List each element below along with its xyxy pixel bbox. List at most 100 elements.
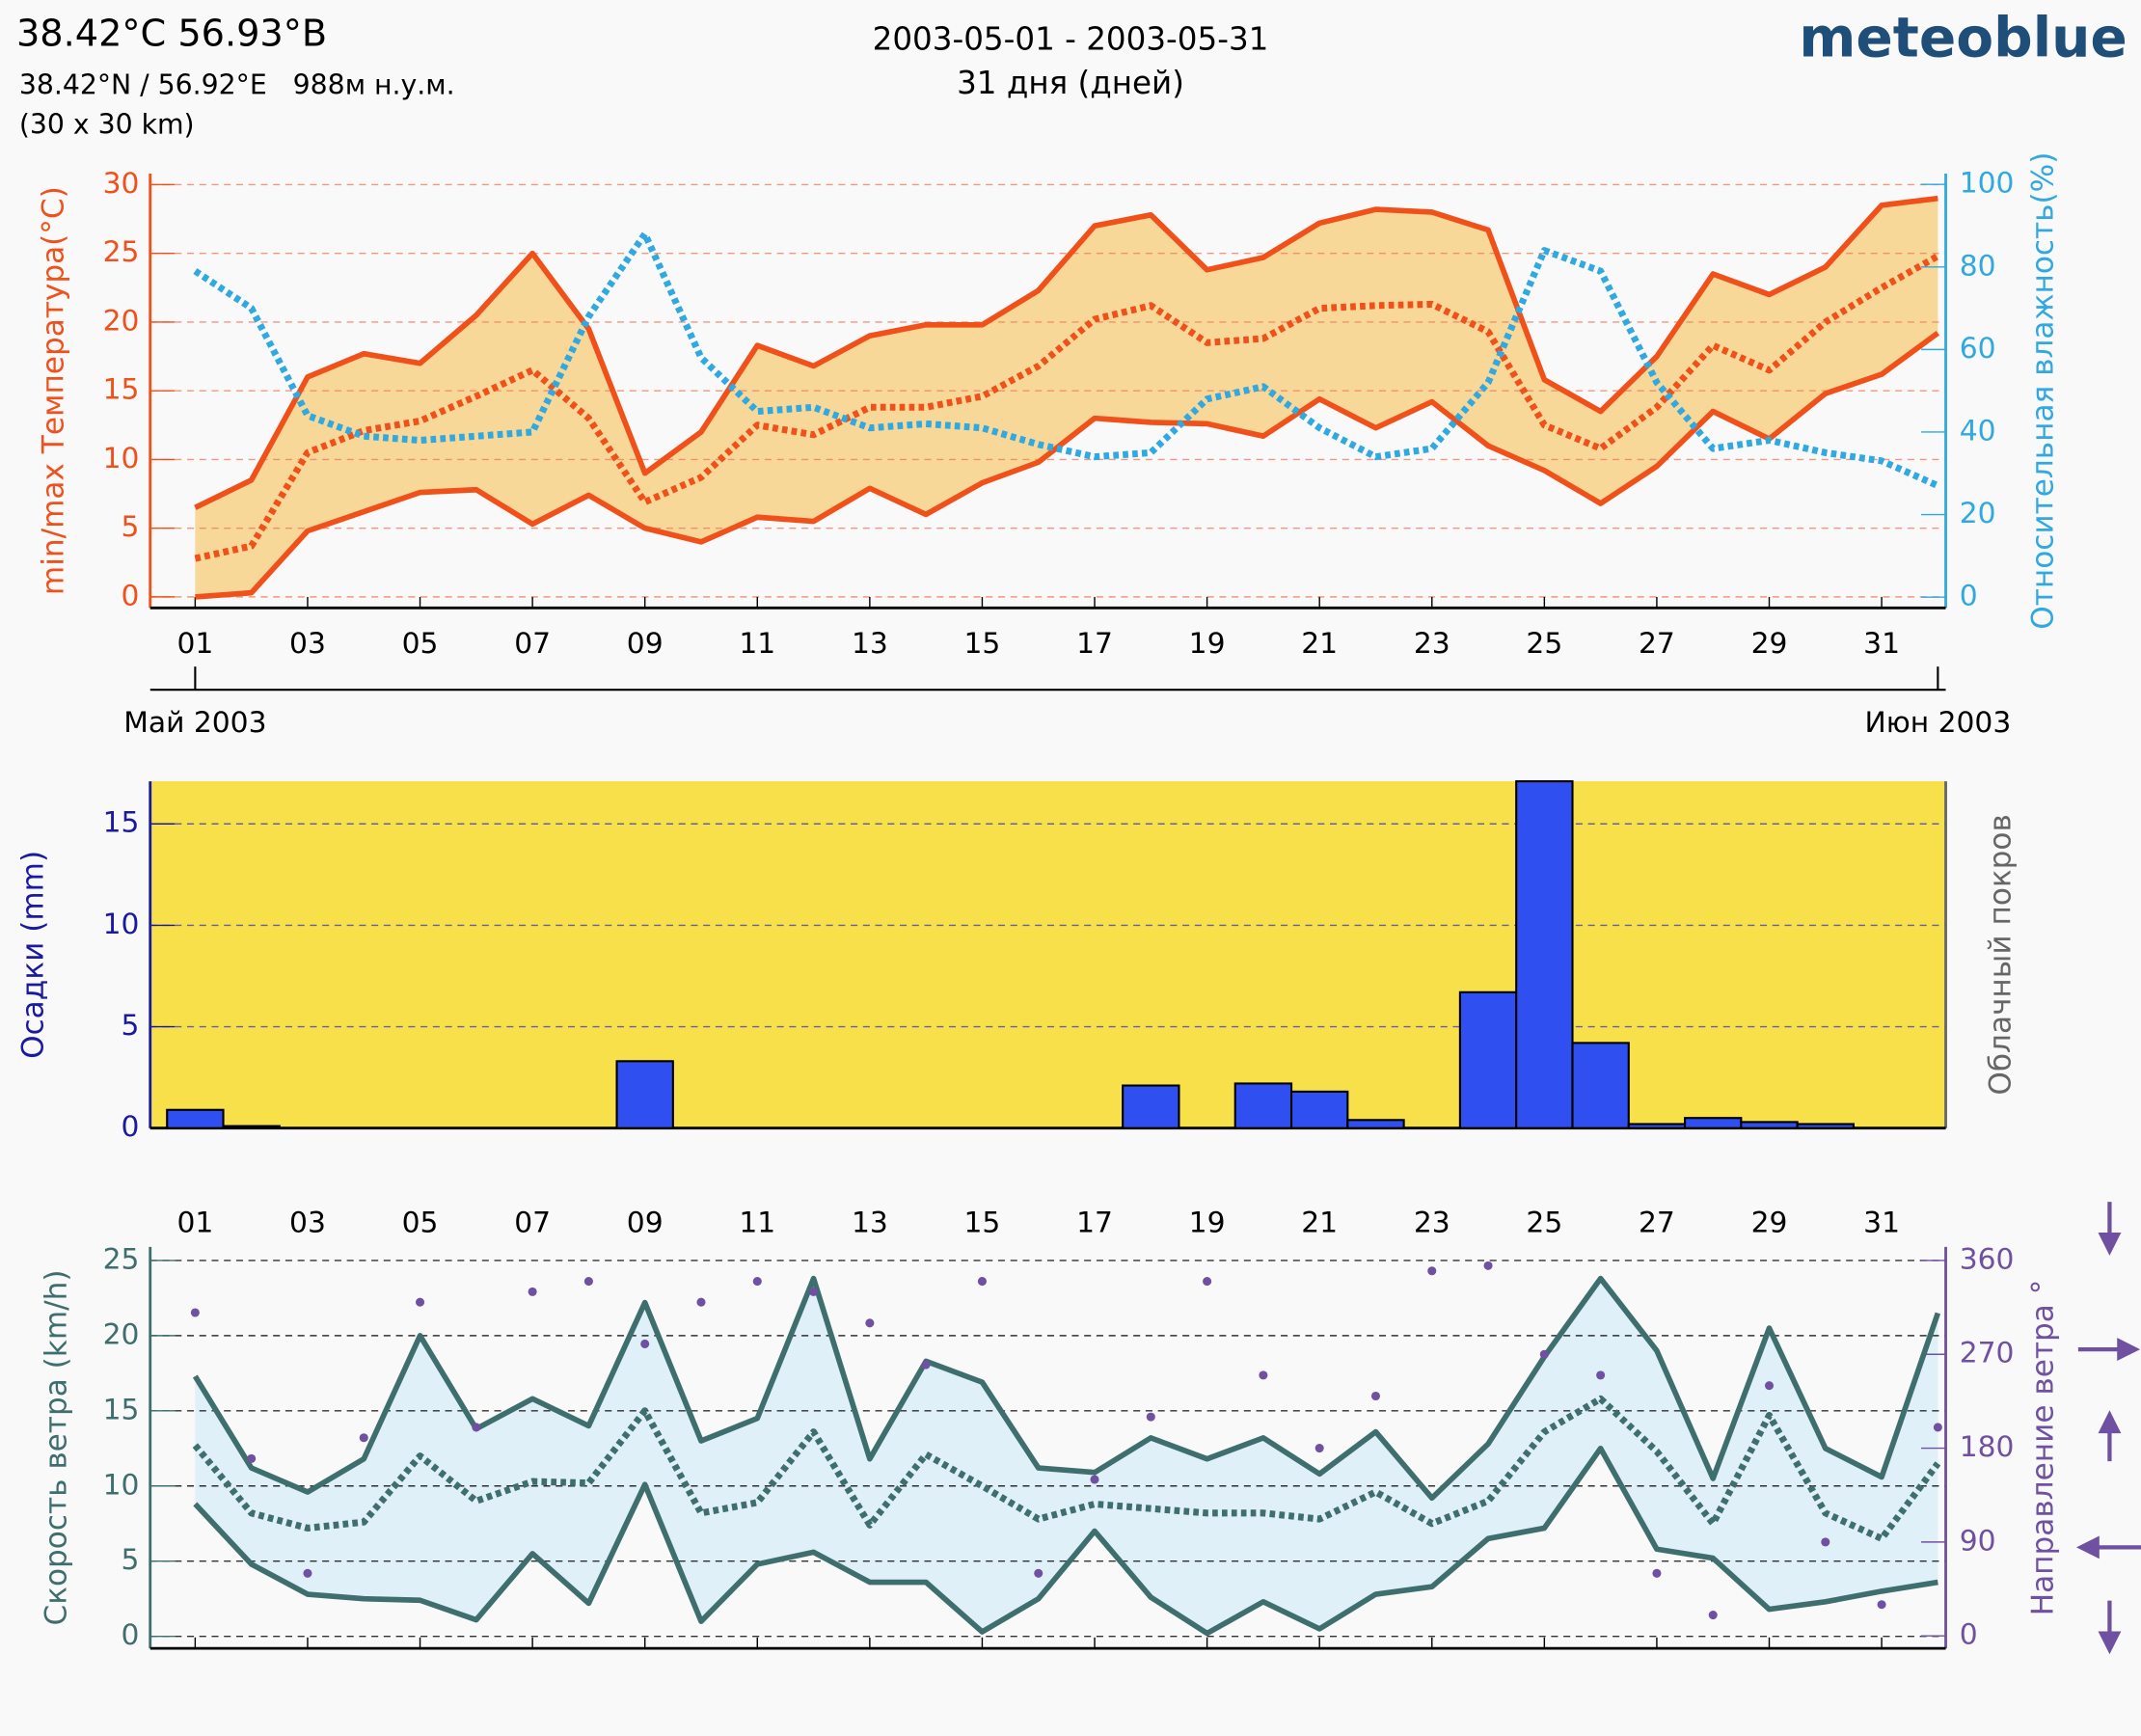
y-tick-label: 25 [103, 1242, 140, 1276]
x-tick-label: 11 [739, 627, 775, 661]
direction-dot [583, 1277, 593, 1287]
y2-tick-label: 0 [1960, 1618, 1978, 1652]
x-tick-label: 11 [739, 1206, 775, 1239]
range-band [195, 198, 1938, 597]
y-axis-title: Осадки (mm) [15, 851, 50, 1059]
direction-dot [472, 1423, 481, 1432]
y-tick-label: 15 [103, 1393, 140, 1426]
bar [1684, 1117, 1743, 1129]
bar [1122, 1084, 1180, 1129]
direction-dot [303, 1568, 312, 1578]
y-tick-label: 15 [103, 373, 140, 407]
direction-dot [1539, 1349, 1549, 1359]
series-line [195, 331, 1940, 600]
x-tick-label: 01 [176, 1206, 213, 1239]
x-tick-label: 17 [1076, 627, 1113, 661]
y-tick-label: 20 [103, 1317, 140, 1351]
bar [1627, 1123, 1687, 1129]
direction-dot [1933, 1423, 1942, 1432]
y-tick-label: 30 [103, 167, 140, 201]
x-tick-label: 17 [1076, 1206, 1113, 1239]
x-tick-label: 23 [1414, 627, 1450, 661]
y-tick-label: 0 [121, 1110, 139, 1144]
x-tick-label: 09 [627, 1206, 664, 1239]
direction-dot [359, 1433, 368, 1443]
y2-tick-label: 20 [1960, 497, 1996, 530]
direction-dot [190, 1308, 200, 1317]
x-tick-label: 13 [852, 627, 888, 661]
direction-dot [1821, 1537, 1830, 1547]
direction-dot [1483, 1261, 1493, 1270]
y-tick-label: 15 [103, 806, 140, 840]
bar [1346, 1119, 1405, 1129]
y2-tick-label: 60 [1960, 332, 1996, 366]
direction-dot [1034, 1568, 1043, 1578]
x-tick-label: 07 [514, 627, 551, 661]
bar [1796, 1123, 1856, 1129]
direction-dot [528, 1287, 537, 1296]
series-line [192, 1275, 1941, 1502]
direction-dot [1314, 1444, 1324, 1453]
series-line [193, 231, 1939, 489]
y2-tick-label: 40 [1960, 414, 1996, 448]
direction-dot [640, 1339, 650, 1348]
x-tick-label: 27 [1639, 1206, 1675, 1239]
y2-tick-label: 80 [1960, 249, 1996, 283]
y2-tick-label: 90 [1960, 1524, 1996, 1558]
y-tick-label: 0 [121, 579, 139, 612]
x-tick-label: 13 [852, 1206, 888, 1239]
x-tick-label: 15 [964, 1206, 1001, 1239]
direction-dot [809, 1287, 819, 1296]
direction-dot [1708, 1611, 1718, 1620]
y2-axis-title: Облачный покров [1984, 814, 2019, 1095]
bar [222, 1125, 281, 1129]
x-tick-label: 03 [289, 1206, 326, 1239]
bar [615, 1060, 674, 1129]
direction-dot [696, 1297, 706, 1307]
brand-logo: meteoblue [1799, 6, 2127, 69]
y2-tick-label: 360 [1960, 1242, 2015, 1276]
x-tick-label: 31 [1863, 627, 1900, 661]
x-tick-label: 07 [514, 1206, 551, 1239]
days-count: 31 дня (дней) [957, 65, 1184, 101]
direction-dot [1877, 1600, 1886, 1610]
x-tick-label: 19 [1189, 627, 1226, 661]
bar [1515, 780, 1574, 1129]
coordinates: 38.42°N / 56.92°E 988м н.у.м. [19, 68, 455, 100]
month-label: Июн 2003 [1864, 706, 2011, 740]
y-tick-label: 5 [121, 1009, 139, 1043]
x-tick-label: 09 [627, 627, 664, 661]
direction-dot [752, 1277, 762, 1287]
x-tick-label: 23 [1414, 1206, 1450, 1239]
y-tick-label: 5 [121, 1543, 139, 1577]
bar [1458, 990, 1518, 1129]
x-tick-label: 31 [1863, 1206, 1900, 1239]
bar [1740, 1121, 1799, 1129]
y-tick-label: 10 [103, 908, 140, 941]
y2-axis-title: Относительная влажность(%) [2025, 152, 2060, 630]
x-tick-label: 05 [402, 627, 439, 661]
y2-tick-label: 180 [1960, 1430, 2015, 1464]
direction-dot [247, 1453, 257, 1463]
bar [1233, 1082, 1293, 1129]
direction-dot [1427, 1266, 1437, 1276]
direction-dot [1652, 1568, 1662, 1578]
period: 2003-05-01 - 2003-05-31 [873, 21, 1269, 58]
x-tick-label: 21 [1301, 627, 1338, 661]
direction-dot [1596, 1370, 1606, 1380]
x-tick-label: 29 [1751, 1206, 1788, 1239]
y2-tick-label: 100 [1960, 167, 2015, 201]
y-tick-label: 5 [121, 510, 139, 544]
direction-dot [1370, 1391, 1381, 1401]
bar [1571, 1042, 1630, 1129]
direction-arrows [2075, 1202, 2141, 1655]
x-tick-label: 25 [1526, 1206, 1562, 1239]
y-axis-title: Скорость ветра (km/h) [39, 1269, 73, 1625]
x-tick-label: 15 [964, 627, 1001, 661]
series-line [193, 1445, 1938, 1637]
y-tick-label: 10 [103, 442, 140, 475]
y-axis-title: min/max Температура(°C) [37, 186, 71, 595]
x-tick-label: 01 [176, 627, 213, 661]
